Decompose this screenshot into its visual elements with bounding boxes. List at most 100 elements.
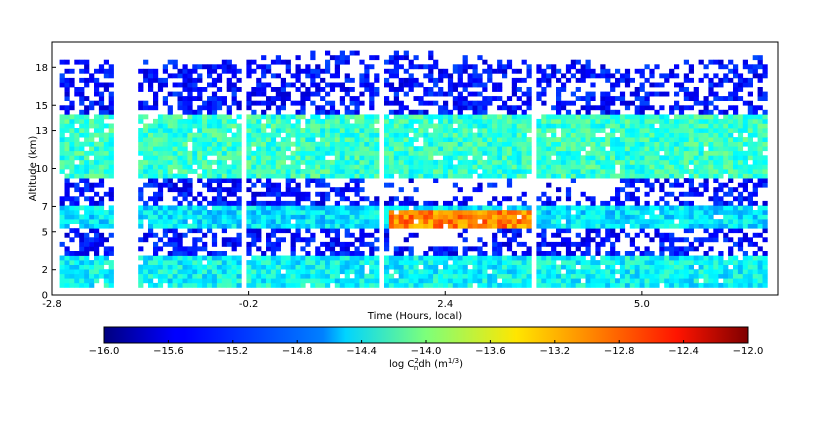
heatmap-cell	[664, 273, 670, 279]
heatmap-cell	[374, 146, 380, 152]
heatmap-cell	[615, 205, 621, 211]
heatmap-cell	[590, 228, 596, 234]
heatmap-cell	[674, 100, 680, 106]
heatmap-cell	[69, 205, 75, 211]
heatmap-cell	[344, 241, 350, 247]
heatmap-cell	[678, 164, 685, 170]
heatmap-cell	[197, 64, 203, 70]
heatmap-cell	[541, 91, 547, 97]
heatmap-cell	[98, 132, 105, 138]
heatmap-cell	[482, 273, 488, 279]
heatmap-cell	[167, 150, 173, 156]
heatmap-cell	[84, 141, 90, 147]
heatmap-cell	[384, 164, 390, 170]
heatmap-cell	[462, 255, 468, 261]
heatmap-cell	[718, 146, 724, 152]
heatmap-cell	[172, 64, 178, 70]
heatmap-cell	[551, 150, 557, 156]
heatmap-cell	[310, 68, 316, 74]
heatmap-cell	[649, 264, 655, 270]
heatmap-cell	[94, 246, 100, 252]
heatmap-cell	[329, 246, 336, 252]
heatmap-cell	[89, 182, 95, 188]
heatmap-cell	[162, 278, 168, 284]
heatmap-cell	[654, 219, 660, 224]
heatmap-cell	[162, 159, 168, 165]
heatmap-cell	[447, 205, 454, 211]
heatmap-cell	[187, 205, 193, 211]
heatmap-cell	[418, 146, 424, 152]
heatmap-cell	[634, 255, 640, 261]
heatmap-cell	[231, 141, 237, 147]
heatmap-cell	[59, 132, 65, 138]
heatmap-cell	[408, 114, 414, 120]
heatmap-cell	[325, 59, 331, 65]
heatmap-cell	[708, 87, 714, 92]
heatmap-cell	[728, 132, 734, 138]
heatmap-cell	[615, 282, 621, 288]
heatmap-cell	[84, 232, 90, 238]
heatmap-cell	[79, 155, 85, 161]
heatmap-cell	[384, 82, 390, 88]
heatmap-cell	[339, 196, 345, 202]
heatmap-cell	[384, 246, 390, 252]
heatmap-cell	[364, 241, 370, 247]
heatmap-cell	[89, 77, 95, 83]
heatmap-cell	[177, 282, 183, 288]
heatmap-cell	[364, 123, 370, 129]
heatmap-cell	[79, 205, 85, 211]
heatmap-cell	[688, 64, 694, 70]
heatmap-cell	[472, 264, 478, 270]
heatmap-cell	[511, 173, 517, 179]
heatmap-cell	[202, 141, 208, 147]
heatmap-cell	[413, 146, 419, 152]
heatmap-cell	[300, 100, 306, 106]
heatmap-cell	[452, 128, 458, 133]
heatmap-cell	[374, 155, 380, 161]
heatmap-cell	[472, 205, 478, 211]
heatmap-cell	[615, 251, 621, 256]
heatmap-cell	[551, 200, 557, 206]
heatmap-cell	[649, 237, 655, 243]
heatmap-cell	[285, 273, 291, 279]
heatmap-cell	[388, 164, 395, 170]
heatmap-cell	[64, 219, 70, 224]
heatmap-cell	[266, 64, 272, 70]
heatmap-cell	[275, 241, 281, 247]
heatmap-cell	[398, 200, 404, 206]
heatmap-cell	[270, 219, 277, 224]
heatmap-cell	[266, 282, 272, 288]
heatmap-cell	[752, 164, 758, 170]
heatmap-cell	[693, 260, 699, 265]
heatmap-cell	[344, 159, 350, 165]
heatmap-cell	[369, 219, 375, 224]
heatmap-cell	[634, 278, 640, 284]
heatmap-cell	[664, 205, 670, 211]
heatmap-cell	[329, 205, 336, 211]
heatmap-cell	[329, 150, 336, 156]
heatmap-cell	[502, 159, 508, 165]
heatmap-cell	[408, 173, 414, 179]
heatmap-cell	[688, 173, 694, 179]
heatmap-cell	[310, 82, 316, 88]
heatmap-cell	[192, 241, 198, 247]
heatmap-cell	[64, 91, 70, 97]
heatmap-cell	[737, 128, 744, 133]
heatmap-cell	[261, 169, 267, 174]
heatmap-cell	[580, 173, 586, 179]
heatmap-cell	[482, 128, 488, 133]
heatmap-cell	[408, 59, 414, 65]
heatmap-cell	[703, 105, 709, 111]
heatmap-cell	[295, 269, 301, 275]
heatmap-cell	[669, 68, 675, 74]
heatmap-cell	[718, 82, 724, 88]
heatmap-cell	[762, 132, 768, 138]
heatmap-cell	[713, 105, 719, 111]
heatmap-cell	[256, 82, 262, 88]
heatmap-cell	[506, 260, 513, 265]
heatmap-cell	[634, 109, 640, 115]
heatmap-cell	[506, 228, 513, 234]
heatmap-cell	[516, 196, 522, 202]
heatmap-cell	[172, 73, 178, 79]
heatmap-cell	[266, 123, 272, 129]
